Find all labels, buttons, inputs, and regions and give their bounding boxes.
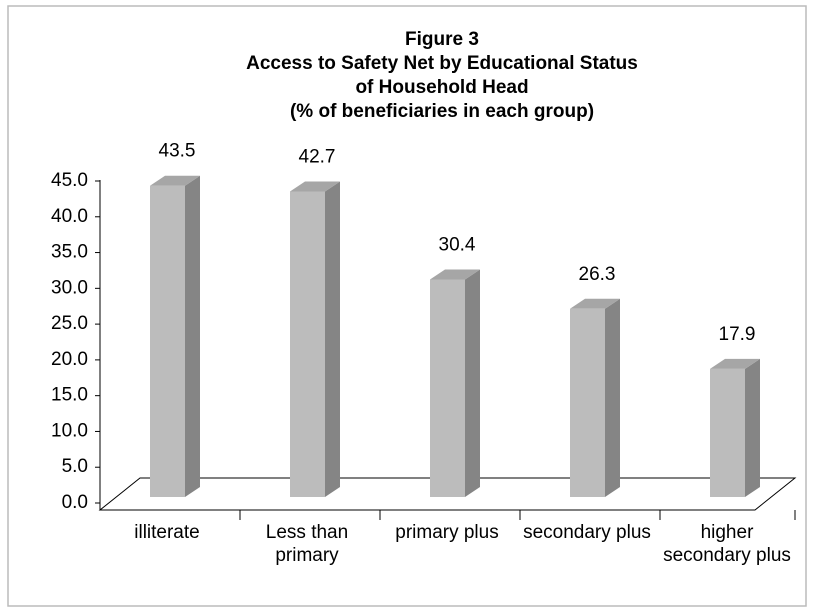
value-label: 26.3 [579, 264, 616, 285]
bar [570, 308, 605, 497]
value-label: 43.5 [159, 141, 196, 162]
y-tick-label: 0.0 [62, 492, 88, 513]
bar [430, 279, 465, 497]
y-tick-label: 5.0 [62, 456, 88, 477]
y-tick-label: 25.0 [51, 313, 88, 334]
x-tick-label: Less than primary [265, 522, 349, 566]
y-tick-label: 30.0 [51, 277, 88, 298]
bar-top [290, 181, 340, 192]
bar-top [430, 269, 480, 280]
y-tick-label: 10.0 [51, 420, 88, 441]
bar-side [325, 181, 340, 498]
bar-top [150, 175, 200, 186]
y-tick-label: 20.0 [51, 349, 88, 370]
frame [7, 5, 807, 607]
bar [150, 185, 185, 497]
bar-top [710, 358, 760, 369]
y-tick-label: 40.0 [51, 206, 88, 227]
bar-side [185, 175, 200, 497]
bar [710, 368, 745, 497]
bar-side [605, 298, 620, 497]
x-tick-label: secondary plus [523, 522, 651, 543]
x-tick-label: higher secondary plus [663, 522, 791, 566]
value-label: 42.7 [299, 146, 336, 167]
y-tick-label: 45.0 [51, 170, 88, 191]
chart-subtitle: Access to Safety Net by Educational Stat… [246, 53, 638, 74]
bar [290, 191, 325, 498]
chart-title: Figure 3 [405, 29, 479, 50]
chart-subtitle: (% of beneficiaries in each group) [290, 101, 594, 122]
bar-side [745, 358, 760, 497]
bar-side [465, 269, 480, 497]
value-label: 17.9 [719, 324, 756, 345]
value-label: 30.4 [439, 234, 476, 255]
x-tick-label: primary plus [395, 522, 499, 543]
x-tick-label: illiterate [134, 522, 200, 543]
y-tick-label: 15.0 [51, 385, 88, 406]
chart-subtitle: of Household Head [355, 77, 528, 98]
y-tick-label: 35.0 [51, 242, 88, 263]
bar-top [570, 298, 620, 309]
